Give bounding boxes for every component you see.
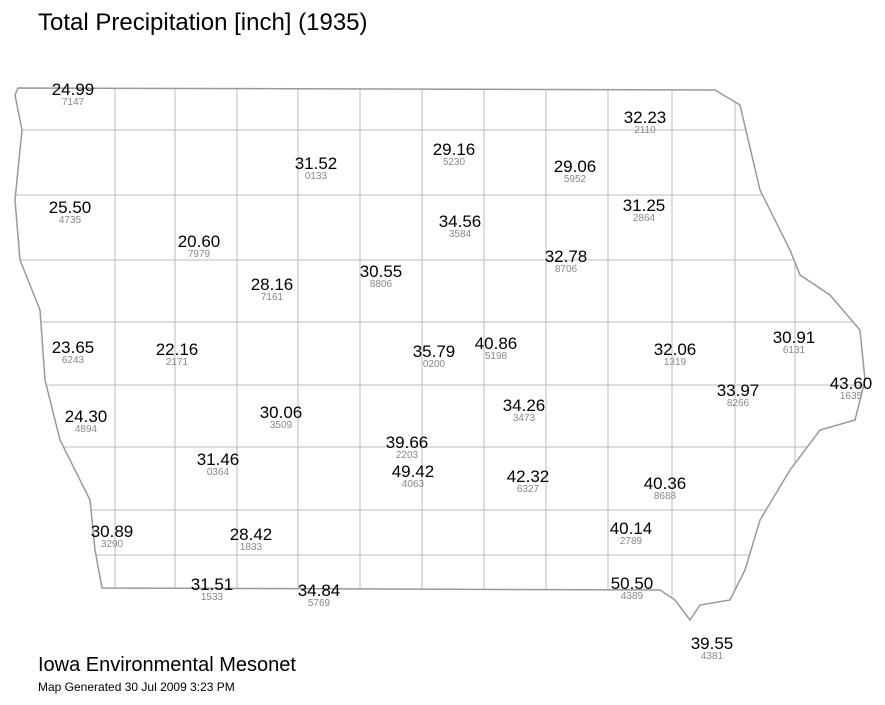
station-value: 33.97 xyxy=(717,381,760,400)
station-value: 31.51 xyxy=(191,575,234,594)
station-value: 20.60 xyxy=(178,232,221,251)
station-value: 30.55 xyxy=(360,262,403,281)
station-value: 30.89 xyxy=(91,522,134,541)
station-value: 40.86 xyxy=(475,334,518,353)
station-id: 1635 xyxy=(840,391,863,402)
station-id: 5769 xyxy=(308,598,331,609)
station-value: 39.55 xyxy=(691,634,734,653)
station-id: 5952 xyxy=(564,174,587,185)
station-id: 1319 xyxy=(664,357,687,368)
station-value: 28.42 xyxy=(230,525,273,544)
state-outline xyxy=(14,87,866,622)
station-value: 34.84 xyxy=(298,581,341,600)
station-id: 2203 xyxy=(396,450,419,461)
station-value: 25.50 xyxy=(49,198,92,217)
station-id: 8266 xyxy=(727,398,750,409)
station-id: 0364 xyxy=(207,467,230,478)
footer-generated: Map Generated 30 Jul 2009 3:23 PM xyxy=(38,680,235,694)
station-id: 8688 xyxy=(654,491,677,502)
station-id: 4894 xyxy=(75,424,98,435)
station-value: 32.23 xyxy=(624,108,667,127)
station-value: 35.79 xyxy=(413,342,456,361)
station-id: 2864 xyxy=(633,213,656,224)
station-id: 3509 xyxy=(270,420,293,431)
station-value: 23.65 xyxy=(52,338,95,357)
station-id: 6131 xyxy=(783,345,806,356)
station-value: 50.50 xyxy=(611,574,654,593)
station-id: 2171 xyxy=(166,357,189,368)
station-value: 24.30 xyxy=(65,407,108,426)
station-value: 29.06 xyxy=(554,157,597,176)
station-id: 7147 xyxy=(62,97,85,108)
station-value: 42.32 xyxy=(507,467,550,486)
station-id: 5198 xyxy=(485,351,508,362)
station-id: 3290 xyxy=(101,539,124,550)
station-id: 1833 xyxy=(240,542,263,553)
station-id: 0133 xyxy=(305,171,328,182)
station-value: 49.42 xyxy=(392,462,435,481)
station-value: 34.56 xyxy=(439,212,482,231)
station-value: 40.14 xyxy=(610,519,653,538)
station-value: 31.46 xyxy=(197,450,240,469)
station-value: 31.52 xyxy=(295,154,338,173)
station-value: 32.06 xyxy=(654,340,697,359)
station-id: 3473 xyxy=(513,413,536,424)
station-id: 0200 xyxy=(423,359,446,370)
station-id: 6327 xyxy=(517,484,540,495)
station-value: 32.78 xyxy=(545,247,588,266)
station-id: 4389 xyxy=(621,591,644,602)
station-id: 8706 xyxy=(555,264,578,275)
station-id: 4381 xyxy=(701,651,724,662)
station-value: 29.16 xyxy=(433,140,476,159)
station-value: 28.16 xyxy=(251,275,294,294)
station-id: 1533 xyxy=(201,592,224,603)
station-value: 34.26 xyxy=(503,396,546,415)
station-id: 4735 xyxy=(59,215,82,226)
station-id: 6243 xyxy=(62,355,85,366)
station-id: 8806 xyxy=(370,279,393,290)
station-value: 24.99 xyxy=(52,80,95,99)
station-value: 22.16 xyxy=(156,340,199,359)
station-value: 40.36 xyxy=(644,474,687,493)
station-value: 30.06 xyxy=(260,403,303,422)
station-id: 3584 xyxy=(449,229,472,240)
title: Total Precipitation [inch] (1935) xyxy=(38,9,368,36)
station-value: 43.60 xyxy=(830,374,873,393)
station-id: 7161 xyxy=(261,292,284,303)
station-value: 39.66 xyxy=(386,433,429,452)
footer-org: Iowa Environmental Mesonet xyxy=(38,654,296,676)
station-id: 5230 xyxy=(443,157,466,168)
station-id: 4063 xyxy=(402,479,425,490)
station-id: 7979 xyxy=(188,249,211,260)
station-id: 2110 xyxy=(634,125,656,136)
station-value: 31.25 xyxy=(623,196,666,215)
station-id: 2789 xyxy=(620,536,643,547)
station-value: 30.91 xyxy=(773,328,816,347)
